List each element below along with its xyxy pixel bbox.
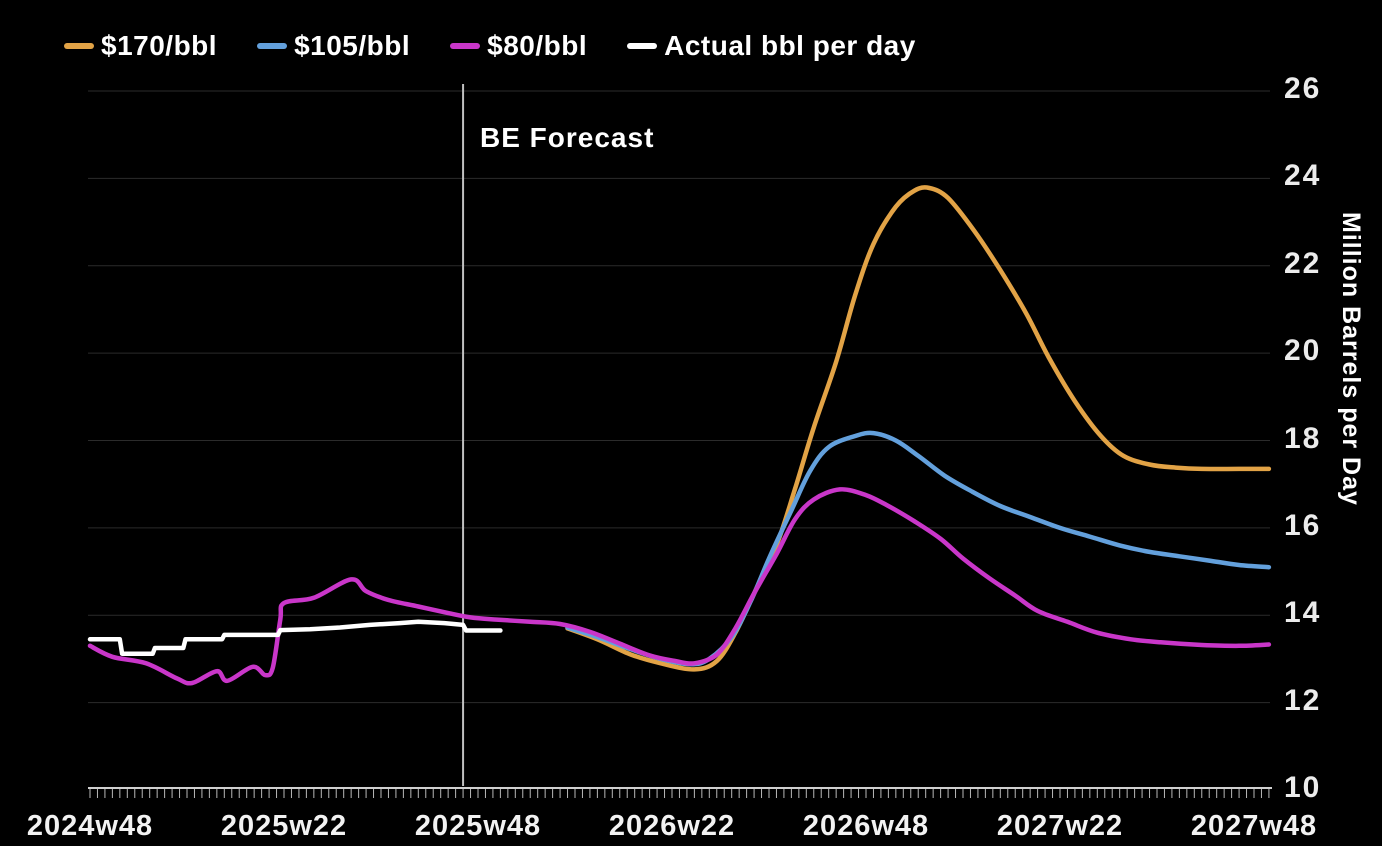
x-tick-label-2027w48: 2027w48: [1190, 810, 1318, 842]
series-line--170-bbl: [565, 185, 1272, 672]
legend-item-0: $170/bbl: [64, 30, 217, 62]
chart-legend: $170/bbl $105/bbl $80/bbl Actual bbl per da…: [64, 30, 956, 62]
legend-label: Actual bbl per day: [664, 30, 916, 61]
legend-dash-icon: [450, 43, 481, 49]
legend-label: $170/bbl: [101, 30, 218, 61]
series-line--80-bbl: [87, 487, 1272, 686]
legend-dash-icon: [64, 43, 94, 49]
x-tick-label-2026w22: 2026w22: [608, 810, 736, 842]
x-tick-label-2025w22: 2025w22: [220, 810, 348, 842]
legend-label: $105/bbl: [294, 30, 411, 61]
y-tick-label-12: 12: [1284, 683, 1322, 717]
y-tick-label-24: 24: [1284, 159, 1322, 193]
y-axis-title: Million Barrels per Day: [1337, 212, 1365, 506]
y-tick-label-16: 16: [1284, 508, 1322, 542]
y-tick-label-18: 18: [1284, 421, 1322, 455]
y-tick-label-26: 26: [1284, 72, 1322, 105]
y-tick-label-14: 14: [1284, 596, 1322, 630]
legend-item-2: $80/bbl: [450, 30, 587, 62]
x-tick-label-2025w48: 2025w48: [414, 810, 542, 842]
legend-item-3: Actual bbl per day: [627, 30, 916, 62]
y-tick-label-20: 20: [1284, 334, 1322, 368]
forecast-annotation: BE Forecast: [480, 122, 655, 153]
y-tick-label-22: 22: [1284, 246, 1322, 280]
x-tick-label-2024w48: 2024w48: [26, 810, 154, 842]
legend-label: $80/bbl: [487, 30, 588, 61]
x-tick-label-2026w48: 2026w48: [802, 810, 930, 842]
legend-dash-icon: [627, 43, 658, 49]
y-tick-label-10: 10: [1284, 771, 1322, 804]
series-line-actual-bbl-per-day: [87, 619, 503, 656]
legend-dash-icon: [257, 43, 288, 49]
x-tick-label-2027w22: 2027w22: [996, 810, 1124, 842]
legend-item-1: $105/bbl: [257, 30, 410, 62]
